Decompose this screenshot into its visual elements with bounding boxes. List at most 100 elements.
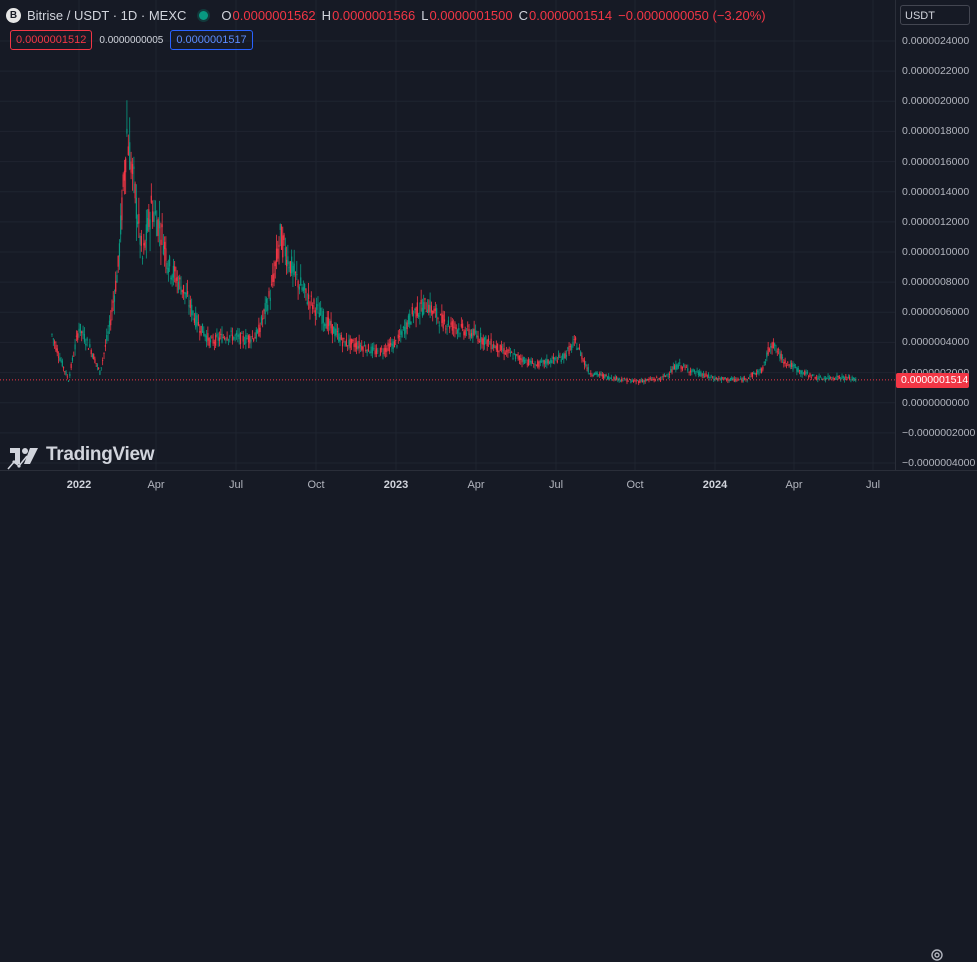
- candle-body: [95, 363, 97, 364]
- candle-body: [239, 332, 242, 345]
- candle-body: [268, 291, 270, 297]
- candle-body: [305, 288, 307, 293]
- market-status-icon[interactable]: [199, 10, 209, 20]
- candle-body: [727, 378, 729, 381]
- candle-body: [157, 219, 159, 236]
- candle-body: [757, 370, 759, 373]
- candle-body: [605, 375, 607, 376]
- chart-pane[interactable]: [0, 0, 895, 470]
- candle-body: [221, 333, 223, 343]
- candle-body: [497, 343, 499, 353]
- candle-body: [237, 334, 239, 337]
- sell-button[interactable]: 0.0000001512: [10, 30, 93, 50]
- candle-body: [317, 304, 319, 306]
- tradingview-watermark[interactable]: TradingView: [8, 442, 155, 468]
- candle-body: [176, 276, 178, 281]
- candle-body: [695, 372, 697, 374]
- candle-body: [416, 302, 418, 316]
- candle-body: [300, 277, 302, 286]
- candle-body: [783, 362, 785, 364]
- candle-body: [704, 376, 706, 378]
- candle-body: [420, 299, 422, 304]
- candle-body: [115, 280, 117, 292]
- candle-body: [526, 363, 528, 365]
- candle-body: [564, 353, 566, 359]
- candle-body: [395, 339, 397, 341]
- candle-body: [657, 378, 659, 380]
- candle-body: [257, 330, 259, 333]
- candle-body: [617, 378, 619, 381]
- candle-body: [731, 377, 733, 380]
- candle-body: [661, 376, 663, 378]
- candle-body: [249, 335, 251, 344]
- candle-body: [600, 373, 602, 375]
- candle-body: [226, 336, 228, 340]
- candlestick-chart[interactable]: [0, 0, 895, 470]
- candle-body: [758, 372, 760, 374]
- candle-body: [512, 357, 514, 359]
- buy-button[interactable]: 0.0000001517: [170, 30, 253, 50]
- drawing-tool-icon[interactable]: [5, 452, 31, 472]
- candle-body: [81, 331, 83, 334]
- candle-body: [684, 366, 686, 368]
- candle-body: [393, 341, 396, 348]
- candle-body: [577, 348, 579, 350]
- candle-body: [174, 266, 176, 272]
- candle-body: [259, 327, 261, 332]
- candle-body: [627, 380, 629, 382]
- candle-body: [673, 365, 676, 370]
- price-scale-label: 0.0000006000: [902, 306, 970, 319]
- candle-body: [744, 377, 746, 379]
- price-scale[interactable]: [895, 0, 977, 470]
- candle-body: [535, 364, 537, 366]
- tradingview-logo-icon: [10, 448, 38, 464]
- candle-body: [554, 357, 556, 360]
- candle-body: [485, 336, 487, 340]
- currency-select[interactable]: USDT: [900, 5, 970, 25]
- candle-body: [434, 308, 436, 311]
- candle-body: [177, 281, 180, 291]
- candle-body: [837, 376, 839, 377]
- candle-body: [685, 367, 688, 368]
- candle-body: [371, 346, 374, 354]
- candle-body: [539, 360, 541, 363]
- candle-body: [454, 322, 456, 329]
- candle-body: [153, 212, 155, 223]
- candle-body: [736, 379, 738, 381]
- candle-body: [745, 379, 747, 380]
- candle-body: [251, 336, 253, 337]
- candle-body: [89, 344, 91, 348]
- candle-body: [402, 326, 404, 329]
- candle-body: [175, 278, 177, 283]
- candle-body: [810, 377, 812, 379]
- candle-body: [723, 378, 725, 380]
- ohlc-open-value: 0.0000001562: [232, 7, 316, 23]
- candle-body: [709, 376, 711, 378]
- candle-body: [843, 377, 846, 381]
- candle-body: [288, 267, 290, 269]
- candle-body: [165, 248, 167, 261]
- candle-body: [428, 304, 430, 313]
- candle-body: [706, 375, 708, 377]
- candle-body: [205, 335, 208, 342]
- candle-body: [780, 353, 782, 360]
- candle-body: [347, 345, 349, 347]
- ohlc-open: O0.0000001562: [221, 8, 315, 23]
- candle-body: [284, 247, 286, 257]
- candle-body: [490, 338, 492, 349]
- candle-body: [129, 142, 131, 170]
- candle-body: [700, 372, 702, 377]
- candle-body: [208, 338, 210, 346]
- candle-body: [785, 365, 788, 367]
- candle-body: [772, 342, 774, 349]
- candle-body: [297, 280, 299, 288]
- symbol-title[interactable]: Bitrise / USDT · 1D · MEXC: [27, 7, 187, 23]
- candle-body: [715, 377, 717, 379]
- candle-body: [641, 380, 644, 383]
- gear-icon[interactable]: [930, 948, 944, 962]
- candle-body: [764, 362, 767, 363]
- candle-body: [126, 128, 128, 134]
- candle-body: [618, 377, 620, 381]
- time-axis[interactable]: 2022 Apr Jul Oct 2023 Apr Jul Oct 2024 Apr Jul: [0, 470, 977, 961]
- candle-body: [294, 272, 297, 273]
